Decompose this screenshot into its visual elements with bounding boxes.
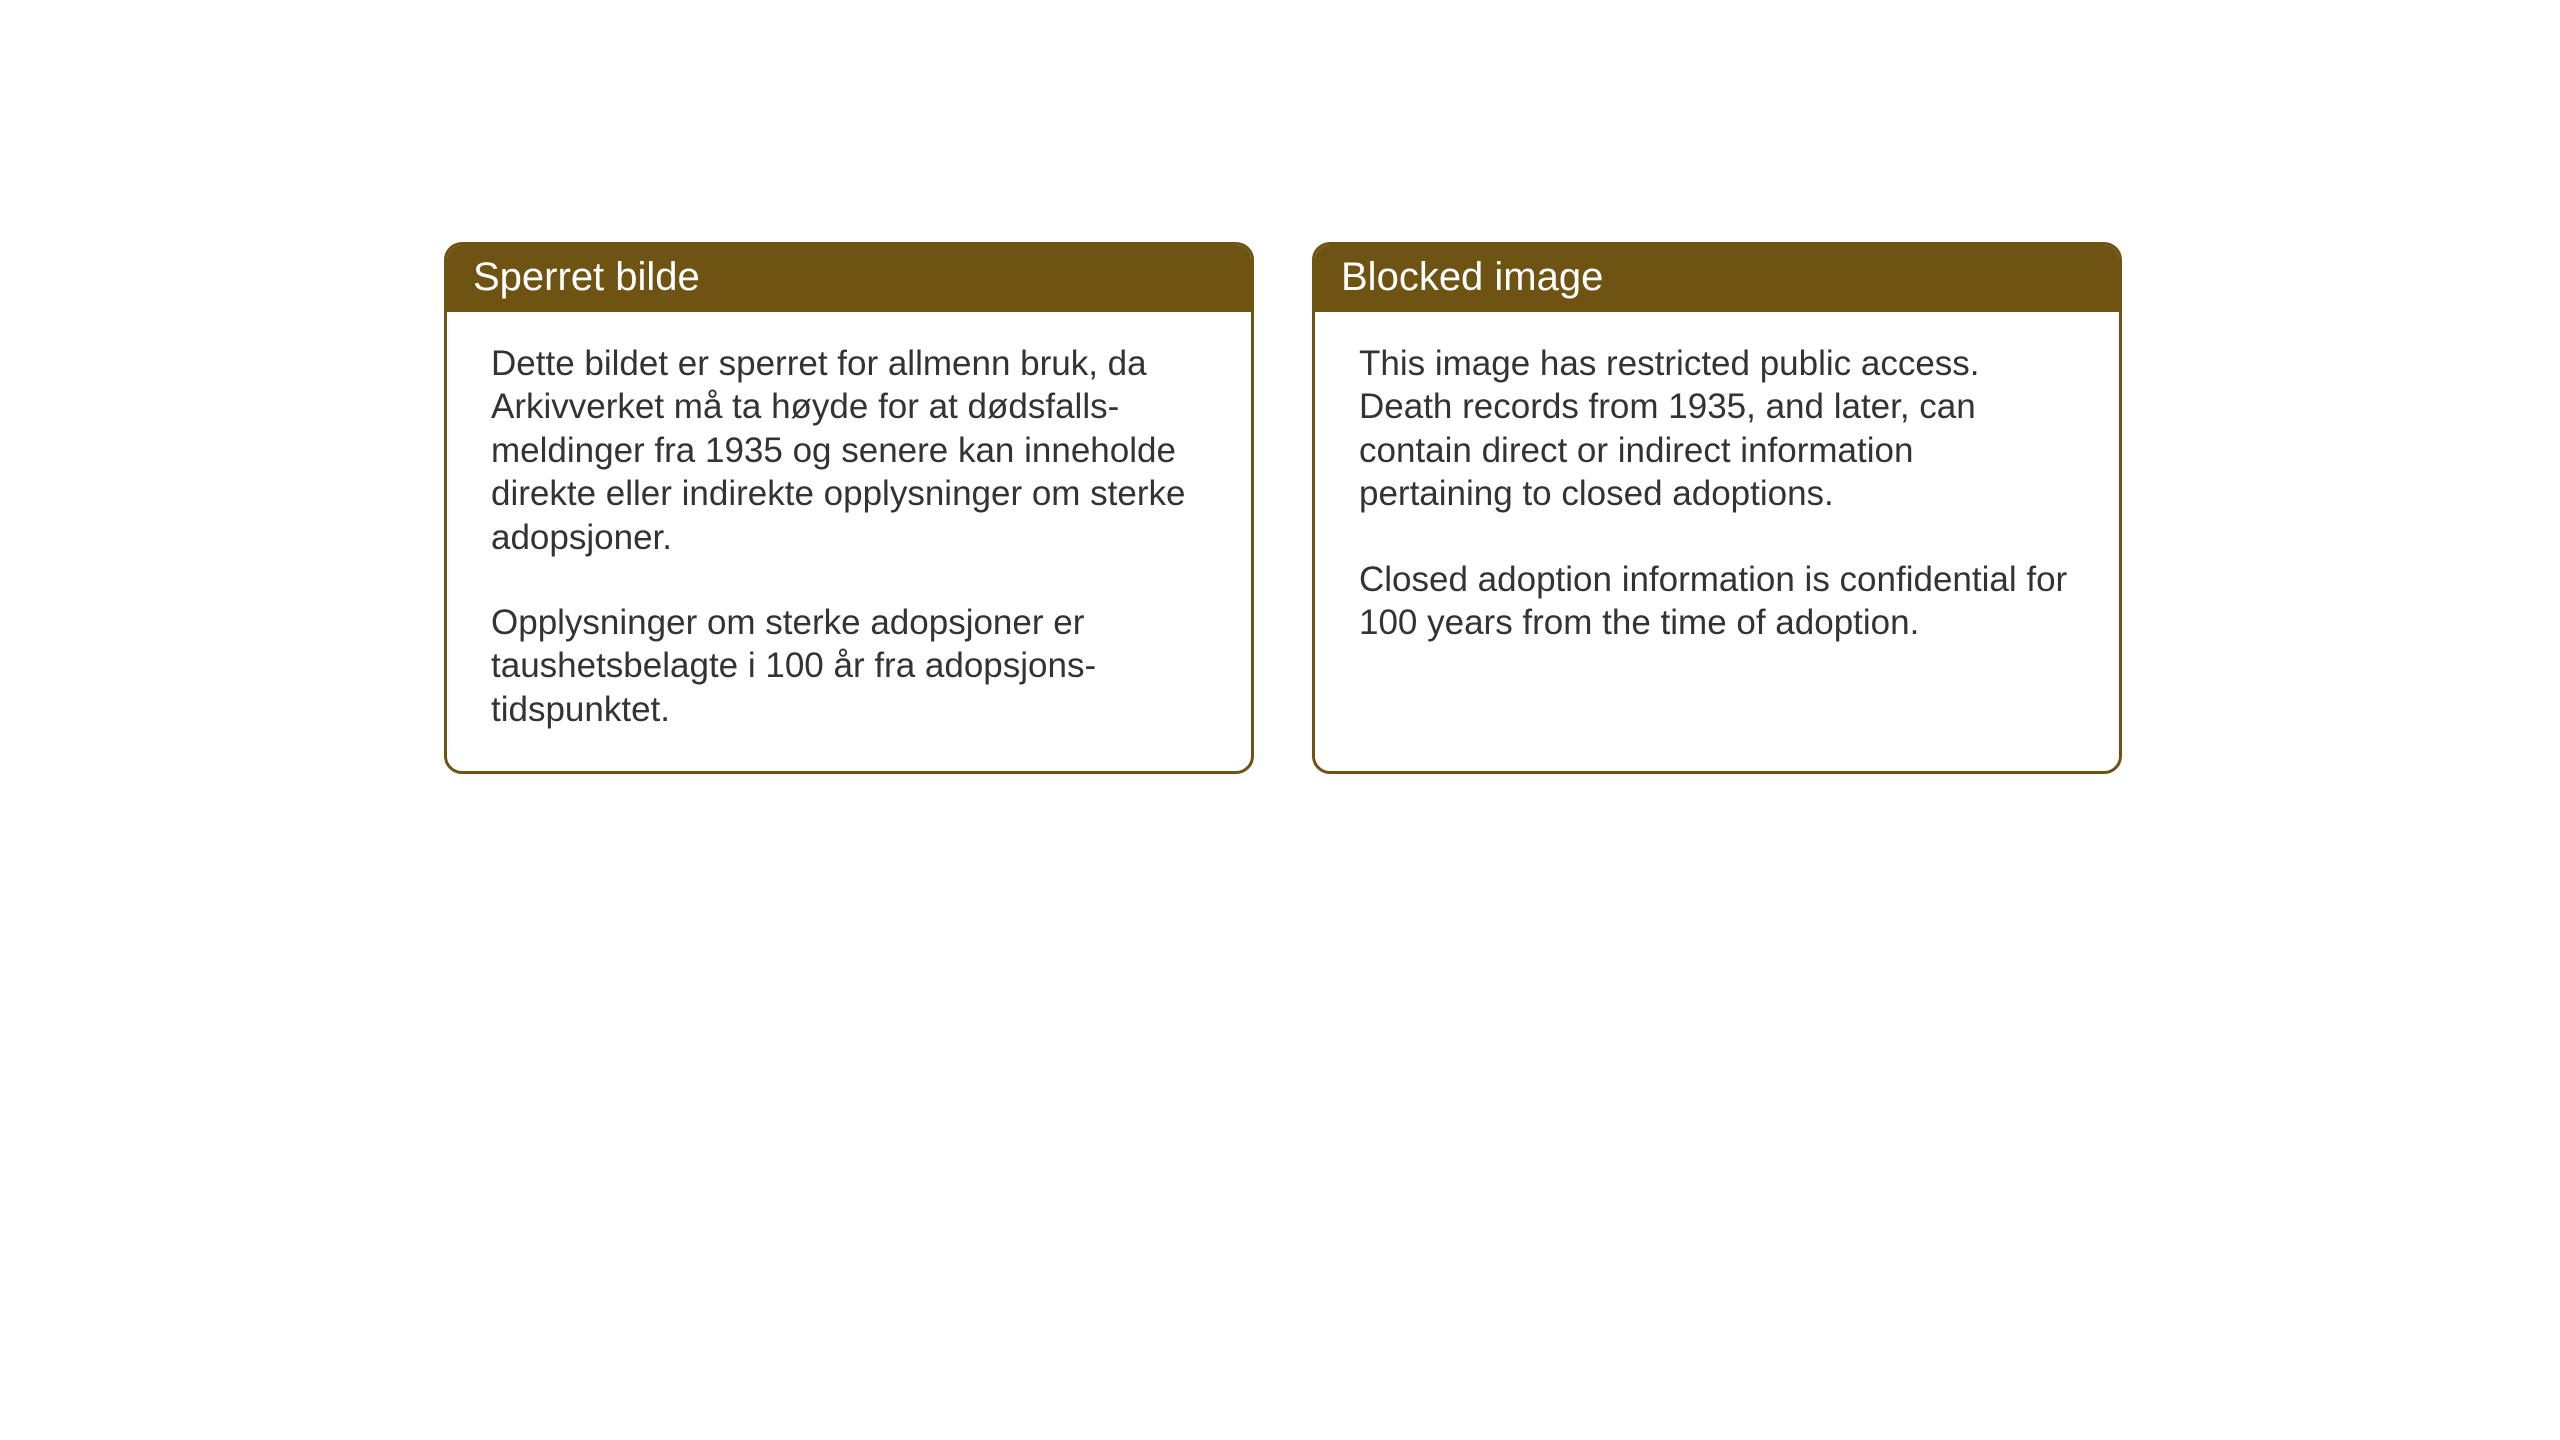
norwegian-paragraph-2: Opplysninger om sterke adopsjoner er tau… <box>491 601 1207 731</box>
cards-container: Sperret bilde Dette bildet er sperret fo… <box>444 242 2122 774</box>
norwegian-card-header: Sperret bilde <box>447 245 1251 312</box>
norwegian-paragraph-1: Dette bildet er sperret for allmenn bruk… <box>491 342 1207 559</box>
english-card-title: Blocked image <box>1341 255 1603 299</box>
norwegian-card-body: Dette bildet er sperret for allmenn bruk… <box>447 312 1251 771</box>
english-paragraph-2: Closed adoption information is confident… <box>1359 558 2075 645</box>
english-paragraph-1: This image has restricted public access.… <box>1359 342 2075 516</box>
norwegian-card: Sperret bilde Dette bildet er sperret fo… <box>444 242 1254 774</box>
english-card-body: This image has restricted public access.… <box>1315 312 2119 752</box>
english-card: Blocked image This image has restricted … <box>1312 242 2122 774</box>
norwegian-card-title: Sperret bilde <box>473 255 700 299</box>
english-card-header: Blocked image <box>1315 245 2119 312</box>
